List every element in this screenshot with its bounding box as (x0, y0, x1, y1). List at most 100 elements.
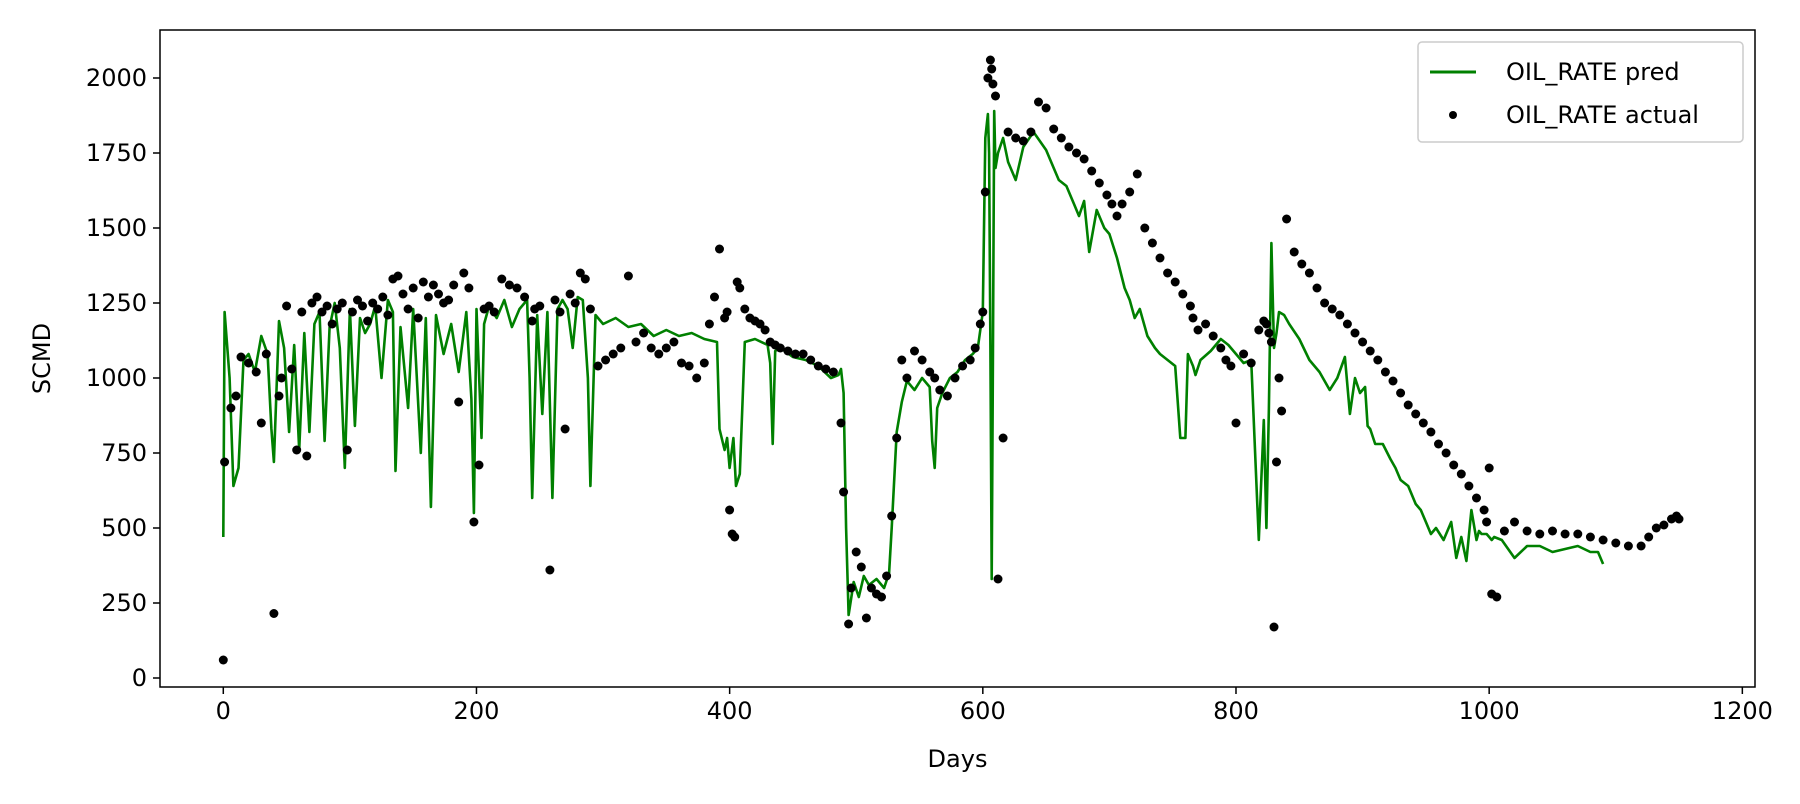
actual-point (226, 403, 236, 413)
actual-point (368, 298, 378, 308)
actual-point (484, 301, 494, 311)
y-tick-label: 250 (101, 589, 147, 617)
actual-point (1441, 448, 1451, 458)
actual-point (836, 418, 846, 428)
actual-point (1003, 127, 1013, 137)
actual-point (1358, 337, 1368, 347)
actual-point (560, 424, 570, 434)
actual-point (1482, 517, 1492, 527)
actual-point (469, 517, 479, 527)
actual-point (1264, 328, 1274, 338)
actual-point (261, 349, 271, 359)
actual-point (1289, 247, 1299, 257)
actual-point (1585, 532, 1595, 542)
actual-point (1221, 355, 1231, 365)
actual-point (1102, 190, 1112, 200)
actual-point (1147, 238, 1157, 248)
actual-point (856, 562, 866, 572)
actual-point (1064, 142, 1074, 152)
pred-series-line (222, 109, 1605, 617)
actual-point (1492, 592, 1502, 602)
actual-point (958, 361, 968, 371)
actual-point (839, 487, 849, 497)
actual-point (535, 301, 545, 311)
actual-point (449, 280, 459, 290)
legend-actual-swatch (1449, 111, 1457, 119)
actual-point (623, 271, 633, 281)
y-tick-label: 1750 (86, 139, 147, 167)
actual-point (1170, 277, 1180, 287)
actual-point (1049, 124, 1059, 134)
actual-point (1193, 325, 1203, 335)
actual-point (877, 592, 886, 602)
actual-point (1231, 418, 1241, 428)
actual-point (312, 292, 322, 302)
actual-point (1312, 283, 1322, 293)
actual-point (520, 292, 530, 302)
actual-point (575, 268, 585, 278)
actual-point (317, 307, 327, 317)
actual-point (489, 307, 499, 317)
actual-point (353, 295, 362, 305)
actual-point (861, 613, 871, 623)
plot-area (159, 29, 1756, 688)
actual-point (1261, 319, 1271, 329)
actual-point (1094, 178, 1104, 188)
actual-point (1522, 526, 1532, 536)
actual-point (1449, 460, 1459, 470)
y-axis-label: SCMD (28, 323, 56, 394)
plot-frame (159, 29, 1756, 688)
actual-point (1464, 481, 1474, 491)
actual-point (342, 445, 352, 455)
actual-point (970, 343, 980, 353)
actual-point (1155, 253, 1165, 263)
legend-entry-pred: OIL_RATE pred (1506, 58, 1680, 86)
actual-point (1140, 223, 1150, 233)
actual-point (1499, 526, 1509, 536)
actual-point (1327, 304, 1337, 314)
actual-point (231, 391, 241, 401)
actual-point (383, 310, 393, 320)
actual-point (274, 391, 284, 401)
actual-point (277, 373, 286, 383)
actual-point (1269, 622, 1279, 632)
actual-point (244, 358, 254, 368)
actual-point (775, 343, 785, 353)
actual-point (1107, 199, 1117, 209)
actual-point (1472, 493, 1481, 503)
actual-point (1216, 343, 1226, 353)
actual-point (403, 304, 413, 314)
actual-point (821, 364, 831, 374)
actual-point (1072, 148, 1081, 158)
y-tick-label: 0 (132, 664, 147, 692)
actual-point (978, 307, 988, 317)
actual-point (251, 367, 261, 377)
actual-point (1208, 331, 1218, 341)
actual-point (639, 328, 649, 338)
actual-point (1087, 166, 1097, 176)
actual-point (332, 304, 342, 314)
actual-point (887, 511, 897, 521)
actual-point (1651, 523, 1661, 533)
actual-point (1510, 517, 1519, 527)
actual-point (813, 361, 823, 371)
legend-box (1417, 41, 1744, 143)
actual-point (423, 292, 433, 302)
actual-point (1079, 154, 1089, 164)
actual-point (1117, 199, 1127, 209)
actual-point (846, 583, 856, 593)
actual-point (965, 355, 975, 365)
actual-point (418, 277, 428, 287)
actual-point (444, 295, 454, 305)
actual-point (454, 397, 464, 407)
actual-point (608, 349, 618, 359)
actual-point (1266, 337, 1276, 347)
actual-point (593, 361, 603, 371)
actual-point (297, 307, 307, 317)
actual-point (730, 532, 740, 542)
actual-point (322, 301, 332, 311)
actual-point (1304, 268, 1314, 278)
actual-point (722, 307, 732, 317)
actual-point (570, 298, 580, 308)
actual-point (935, 385, 945, 395)
